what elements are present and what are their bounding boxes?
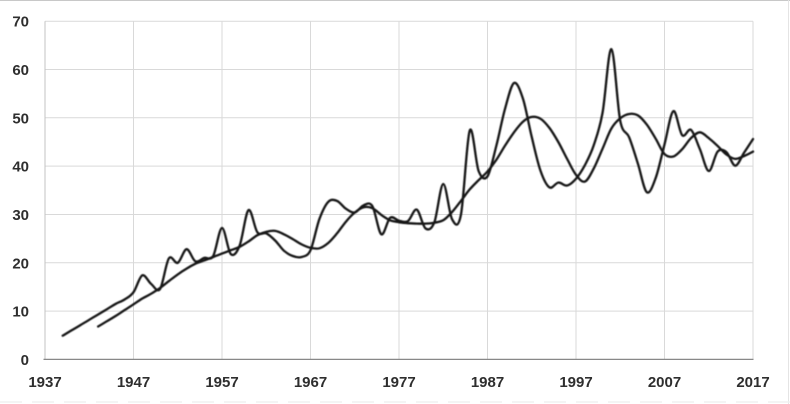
svg-text:30: 30 <box>12 207 29 224</box>
svg-text:60: 60 <box>12 62 29 79</box>
svg-text:2017: 2017 <box>736 374 769 391</box>
svg-text:2007: 2007 <box>648 374 681 391</box>
svg-text:10: 10 <box>12 304 29 321</box>
svg-text:40: 40 <box>12 159 29 176</box>
svg-text:1957: 1957 <box>205 374 238 391</box>
svg-text:0: 0 <box>21 352 29 369</box>
svg-text:1947: 1947 <box>117 374 150 391</box>
svg-text:1987: 1987 <box>471 374 504 391</box>
svg-text:70: 70 <box>12 14 29 31</box>
svg-text:1997: 1997 <box>559 374 592 391</box>
svg-text:20: 20 <box>12 255 29 272</box>
svg-text:1967: 1967 <box>294 374 327 391</box>
svg-text:1937: 1937 <box>28 374 61 391</box>
svg-text:1977: 1977 <box>382 374 415 391</box>
svg-text:50: 50 <box>12 110 29 127</box>
